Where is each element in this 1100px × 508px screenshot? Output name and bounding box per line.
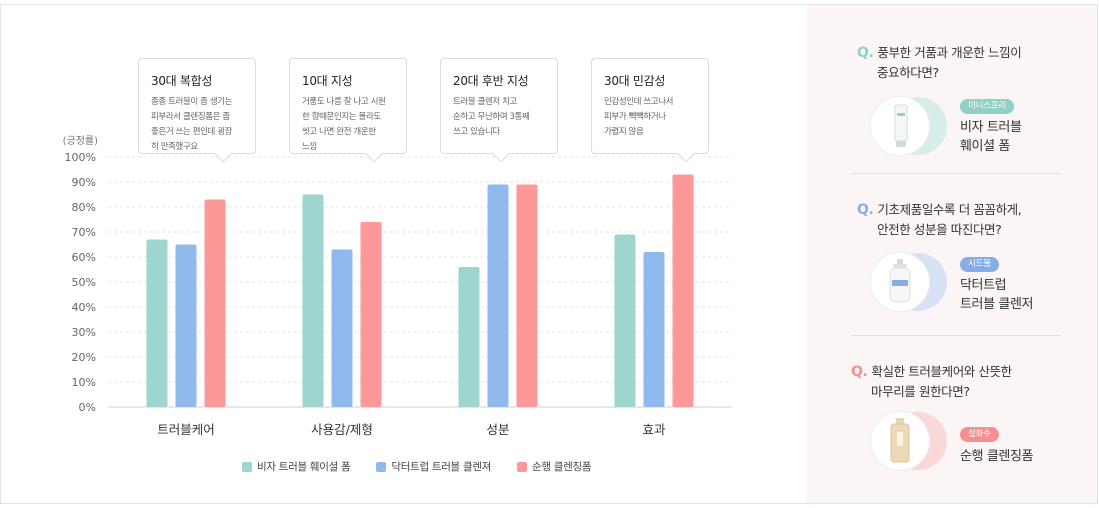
x-tick-label: 성분 — [486, 422, 509, 437]
labels-layer: (긍정률) 0% 10% 20% 30% 40% 50% 60% 70% 80% 90% 100% 트러… — [63, 135, 666, 437]
product-image — [871, 97, 929, 155]
tube-icon — [894, 104, 908, 147]
question-line: 기초제품일수록 더 꼼꼼하게, — [877, 202, 1022, 217]
review-bubble-title: 20대 후반 지성 — [453, 74, 529, 88]
review-bubble-1: 30대 복합성 종종 트러블이 좀 생기는 피부라서 클렌징폼은 좀 좋은거 쓰… — [138, 58, 256, 154]
y-tick-label: 0% — [79, 401, 96, 414]
x-tick-label: 사용감/제형 — [311, 422, 373, 437]
bar-chart: (긍정률) 0% 10% 20% 30% 40% 50% 60% 70% 80% 90% 100% 트러… — [63, 135, 732, 437]
review-bubble-line: 느낌 — [302, 142, 317, 152]
legend-label: 비자 트러블 훼이셜 폼 — [257, 461, 351, 473]
divider — [851, 335, 1061, 336]
product-name: 비자 트러블 훼이셜 폼 — [960, 118, 1022, 156]
brand-badge: 시드물 — [960, 257, 999, 272]
product-name: 닥터트럽 트러블 클렌저 — [960, 276, 1033, 314]
product-name-line: 훼이셜 폼 — [960, 139, 1010, 154]
bar — [458, 267, 480, 407]
brand-badge: 설화수 — [960, 427, 999, 442]
y-tick-label: 30% — [72, 326, 96, 339]
review-bubble-3: 20대 후반 지성 트러블 클렌저 치고 순하고 무난하여 3통째 쓰고 있습니… — [440, 58, 558, 154]
legend-swatch — [242, 461, 252, 472]
product-image — [871, 253, 929, 311]
bar — [302, 194, 324, 407]
recommendation-panel: Q. 풍부한 거품과 개운한 느낌이 중요하다면? 이니스프리 비자 트러블 훼이… — [807, 5, 1097, 503]
question: Q. 확실한 트러블케어와 산뜻한 마무리를 원한다면? — [851, 362, 1012, 401]
review-bubble-line: 쓰고 있습니다 — [453, 127, 500, 137]
grid-layer — [108, 156, 732, 408]
review-bubble-4: 30대 민감성 민감성인데 쓰고나서 피부가 빽빽하거나 가렵지 않음 — [591, 58, 709, 154]
divider — [851, 173, 1061, 174]
review-bubble-line: 피부가 빽빽하거나 — [604, 112, 666, 122]
review-bubble-line: 가렵지 않음 — [604, 127, 644, 137]
y-axis-label: (긍정률) — [63, 135, 99, 147]
y-tick-label: 20% — [72, 351, 96, 364]
x-tick-label: 효과 — [642, 422, 666, 437]
x-tick-label: 트러블케어 — [157, 422, 215, 437]
q-mark: Q. — [857, 202, 874, 218]
y-tick-label: 60% — [72, 251, 96, 264]
question: Q. 기초제품일수록 더 꼼꼼하게, 안전한 성분을 따진다면? — [857, 200, 1022, 239]
review-bubble-line: 거품도 나름 잘 나고 시원 — [302, 97, 386, 107]
y-tick-label: 40% — [72, 301, 96, 314]
y-tick-label: 100% — [65, 151, 96, 164]
product-name-line: 순행 클렌징폼 — [960, 449, 1034, 464]
chart-legend: 비자 트러블 훼이셜 폼 닥터트럽 트러블 클렌져 순행 클렌징폼 — [242, 459, 592, 474]
bar — [204, 199, 226, 407]
review-bubble-line: 민감성인데 쓰고나서 — [604, 97, 674, 107]
question: Q. 풍부한 거품과 개운한 느낌이 중요하다면? — [857, 43, 1022, 82]
cream-bottle-icon — [890, 418, 910, 463]
product-name-line: 닥터트럽 — [960, 278, 1007, 293]
brand-badge: 이니스프리 — [960, 99, 1015, 114]
product-name-line: 트러블 클렌저 — [960, 297, 1034, 312]
pump-bottle-icon — [889, 259, 911, 303]
legend-item: 순행 클렌징폼 — [517, 459, 592, 474]
bar — [643, 252, 665, 407]
product-name: 순행 클렌징폼 — [960, 447, 1033, 466]
legend-label: 순행 클렌징폼 — [532, 461, 592, 473]
review-bubble-line: 좋은거 쓰는 편인데 굉장 — [151, 127, 233, 137]
review-bubble-title: 10대 지성 — [302, 74, 353, 88]
bars-layer — [146, 174, 694, 407]
bar — [360, 222, 382, 407]
y-tick-label: 50% — [72, 276, 96, 289]
review-bubble-line: 종종 트러블이 좀 생기는 — [151, 97, 233, 107]
review-bubble-line: 씻고 나면 완전 개운한 — [302, 127, 376, 137]
legend-swatch — [517, 461, 528, 472]
review-bubble-title: 30대 민감성 — [604, 74, 666, 88]
review-bubble-line: 순하고 무난하여 3통째 — [453, 112, 530, 122]
bar — [331, 249, 353, 407]
y-tick-label: 10% — [72, 376, 96, 389]
question-line: 중요하다면? — [877, 65, 939, 80]
review-bubble-line: 한 향때문인지는 몰라도 — [302, 112, 381, 122]
bar — [672, 174, 694, 407]
chart-area: (긍정률) 0% 10% 20% 30% 40% 50% 60% 70% 80% 90% 100% 트러… — [0, 4, 806, 504]
question-line: 마무리를 원한다면? — [871, 384, 970, 399]
y-tick-label: 90% — [72, 176, 96, 189]
review-bubble-line: 히 만족했구요 — [151, 142, 198, 152]
bar — [516, 184, 538, 407]
q-mark: Q. — [851, 364, 868, 380]
bar — [614, 234, 636, 407]
product-name-line: 비자 트러블 — [960, 120, 1022, 135]
review-bubble-line: 트러블 클렌저 치고 — [453, 97, 517, 107]
review-bubble-line: 피부라서 클렌징폼은 좀 — [151, 112, 230, 122]
product-image — [871, 412, 929, 470]
legend-swatch — [376, 461, 387, 472]
bar — [146, 239, 168, 407]
legend-item: 비자 트러블 훼이셜 폼 — [242, 459, 351, 474]
bar — [175, 244, 197, 407]
review-bubble-title: 30대 복합성 — [151, 74, 213, 88]
question-line: 안전한 성분을 따진다면? — [877, 222, 1002, 237]
question-line: 풍부한 거품과 개운한 느낌이 — [877, 45, 1022, 60]
review-bubble-2: 10대 지성 거품도 나름 잘 나고 시원 한 향때문인지는 몰라도 씻고 나면… — [289, 58, 407, 154]
q-mark: Q. — [857, 45, 874, 61]
bar — [487, 184, 509, 407]
y-tick-label: 70% — [72, 226, 96, 239]
legend-label: 닥터트럽 트러블 클렌져 — [391, 461, 492, 473]
question-line: 확실한 트러블케어와 산뜻한 — [871, 364, 1012, 379]
legend-item: 닥터트럽 트러블 클렌져 — [376, 459, 491, 474]
y-tick-label: 80% — [72, 201, 96, 214]
